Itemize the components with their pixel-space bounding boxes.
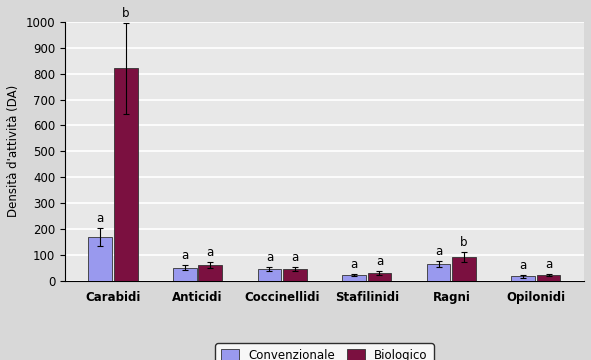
Text: a: a <box>519 259 527 272</box>
Bar <box>427 264 450 281</box>
Text: a: a <box>181 249 189 262</box>
Bar <box>342 275 366 281</box>
Text: b: b <box>460 236 467 249</box>
Bar <box>368 273 391 281</box>
Text: a: a <box>207 246 214 259</box>
Text: a: a <box>350 258 358 271</box>
Bar <box>511 276 535 281</box>
Bar <box>173 268 197 281</box>
Bar <box>537 275 560 281</box>
Text: a: a <box>435 245 442 258</box>
Bar <box>452 257 476 281</box>
Text: a: a <box>97 212 104 225</box>
Legend: Convenzionale, Biologico: Convenzionale, Biologico <box>215 343 434 360</box>
Bar <box>114 68 138 281</box>
Text: a: a <box>291 251 298 264</box>
Bar <box>89 237 112 281</box>
Bar <box>199 265 222 281</box>
Text: a: a <box>376 255 383 268</box>
Y-axis label: Densità d'attività (DA): Densità d'attività (DA) <box>7 85 20 217</box>
Bar <box>258 269 281 281</box>
Text: a: a <box>266 251 273 264</box>
Text: a: a <box>545 258 552 271</box>
Bar <box>283 269 307 281</box>
Text: b: b <box>122 7 129 20</box>
